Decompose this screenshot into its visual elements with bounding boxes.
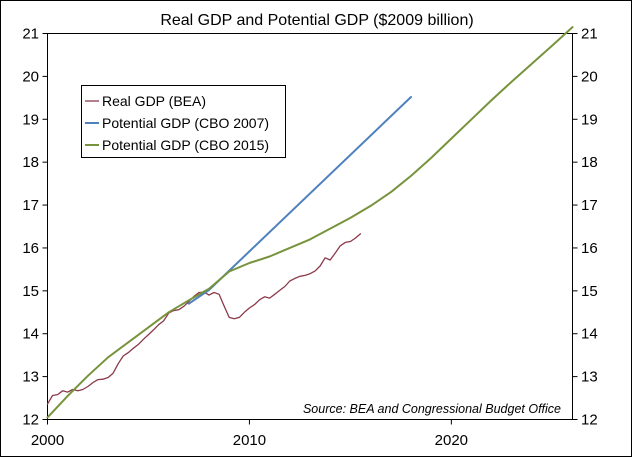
- legend-label: Potential GDP (CBO 2007): [102, 115, 269, 131]
- y-tick-label-right: 12: [581, 412, 598, 429]
- series-layer: [46, 26, 574, 419]
- y-tick-label-left: 14: [22, 326, 39, 343]
- y-tick-label-right: 13: [581, 369, 598, 386]
- y-tick-label-right: 16: [581, 240, 598, 257]
- legend-label: Real GDP (BEA): [102, 93, 206, 109]
- y-tick-label-right: 14: [581, 326, 598, 343]
- series-line-real-gdp-bea: [46, 233, 362, 405]
- y-tick-label-left: 13: [22, 369, 39, 386]
- legend-box: [81, 85, 286, 158]
- y-tick-label-left: 19: [22, 111, 39, 128]
- x-tick-label: 2000: [31, 432, 64, 449]
- y-tick-label-right: 17: [581, 197, 598, 214]
- chart-title: Real GDP and Potential GDP ($2009 billio…: [160, 12, 473, 29]
- y-tick-label-right: 19: [581, 111, 598, 128]
- y-tick-label-left: 12: [22, 412, 39, 429]
- y-tick-label-left: 21: [22, 26, 39, 43]
- plot-area-frame: [47, 33, 573, 420]
- y-tick-label-left: 15: [22, 283, 39, 300]
- y-tick-label-right: 15: [581, 283, 598, 300]
- y-tick-label-left: 20: [22, 68, 39, 85]
- y-tick-label-right: 21: [581, 26, 598, 43]
- y-tick-label-left: 17: [22, 197, 39, 214]
- x-tick-label: 2020: [435, 432, 468, 449]
- y-tick-label-right: 20: [581, 68, 598, 85]
- legend: Real GDP (BEA) Potential GDP (CBO 2007) Po…: [81, 85, 286, 158]
- legend-label: Potential GDP (CBO 2015): [102, 137, 269, 153]
- source-note: Source: BEA and Congressional Budget Off…: [303, 402, 561, 416]
- y-tick-label-left: 18: [22, 154, 39, 171]
- y-tick-label-left: 16: [22, 240, 39, 257]
- series-line-potential-gdp-cbo-2007: [187, 96, 412, 305]
- x-tick-label: 2010: [233, 432, 266, 449]
- y-tick-label-right: 18: [581, 154, 598, 171]
- series-line-potential-gdp-cbo-2015: [46, 26, 574, 419]
